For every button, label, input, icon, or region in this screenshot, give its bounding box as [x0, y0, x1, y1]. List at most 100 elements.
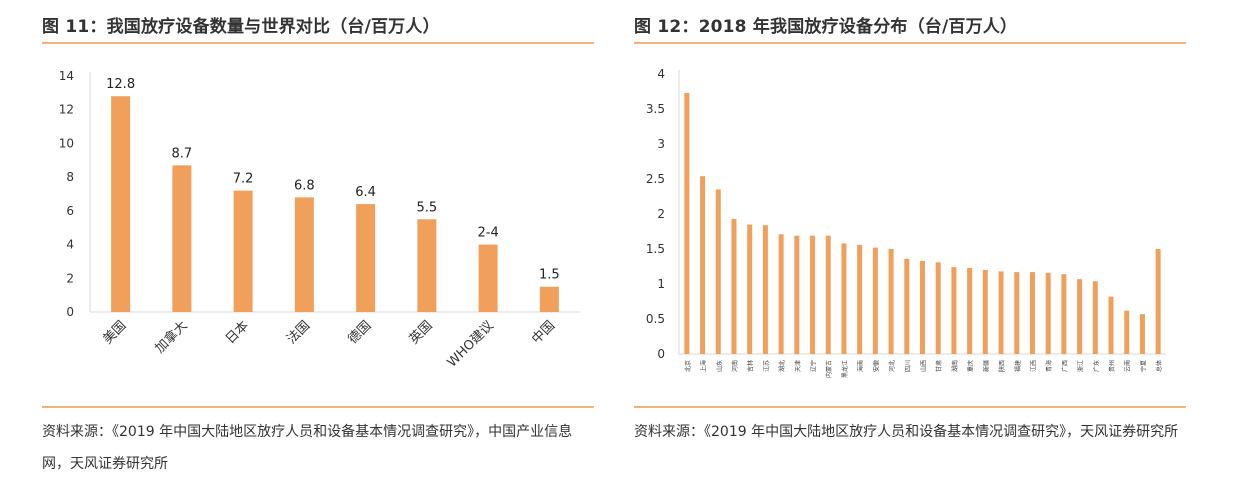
x-tick-label: 海南 — [857, 360, 865, 372]
data-label: 6.8 — [294, 178, 315, 193]
source-rule-left — [42, 406, 594, 408]
title-rule-left — [42, 42, 594, 44]
y-tick-label: 0 — [66, 305, 74, 319]
bar — [857, 244, 863, 354]
bar — [747, 224, 753, 354]
title-rule-right — [634, 42, 1186, 44]
x-tick-label: 贵州 — [1108, 360, 1116, 372]
x-tick-label: 甘肃 — [935, 360, 943, 372]
x-tick-label: 河北 — [888, 360, 896, 372]
x-tick-label: 四川 — [905, 360, 912, 372]
bar — [539, 286, 559, 312]
bar — [951, 267, 957, 354]
x-tick-label: 英国 — [407, 318, 436, 347]
bar — [1061, 274, 1067, 354]
bar — [356, 204, 376, 312]
data-label: 5.5 — [417, 200, 438, 215]
bar — [172, 165, 192, 312]
data-label: 12.8 — [106, 77, 135, 92]
y-tick-label: 1.5 — [646, 242, 665, 256]
x-tick-label: 美国 — [100, 318, 129, 347]
data-label: 1.5 — [539, 268, 560, 283]
bar-chart-right: 0 0.5 1 1.5 2 2.5 3 3.5 4 北京 上海 山东 河南 吉林 江苏 湖北 天津 辽宁 内蒙古 黑龙… — [646, 67, 1166, 378]
x-tick-label: 新疆 — [982, 360, 990, 372]
bar — [417, 219, 437, 312]
bar — [1124, 310, 1130, 354]
bar — [872, 247, 878, 354]
bar — [810, 235, 816, 354]
x-tick-label: 法国 — [284, 318, 313, 347]
bar — [1139, 314, 1145, 354]
bar — [904, 258, 910, 354]
source-rule-right — [634, 406, 1186, 408]
bar — [1045, 272, 1051, 354]
bar — [778, 234, 784, 354]
bar — [111, 96, 131, 312]
y-tick-label: 0 — [657, 347, 665, 361]
bar — [731, 218, 737, 354]
source-note-right: 资料来源：《2019 年中国大陆地区放疗人员和设备基本情况调查研究》，天风证券研… — [634, 424, 1179, 440]
bar — [825, 235, 831, 354]
bar — [478, 244, 498, 312]
bar — [1092, 281, 1098, 354]
bar — [294, 197, 314, 312]
bar — [233, 190, 253, 312]
x-tick-label: 陕西 — [998, 360, 1006, 372]
x-tick-label: 江西 — [1030, 360, 1037, 372]
x-tick-label: 重庆 — [967, 360, 975, 372]
x-tick-label: 云南 — [1124, 360, 1132, 372]
x-tick-label: 青海 — [1045, 360, 1053, 372]
y-tick-label: 0.5 — [646, 312, 665, 326]
y-tick-label: 6 — [66, 204, 74, 218]
bar — [794, 235, 800, 354]
bar — [1077, 279, 1083, 354]
bar — [841, 243, 847, 354]
x-tick-label: 福建 — [1014, 360, 1022, 372]
chart-title-right: 图 12：2018 年我国放疗设备分布（台/百万人） — [634, 17, 1018, 37]
x-tick-label: WHO建议 — [445, 318, 497, 370]
x-tick-label: 总体 — [1155, 360, 1163, 372]
chart-title-left: 图 11：我国放疗设备数量与世界对比（台/百万人） — [42, 17, 440, 37]
bar-chart-left: 0 2 4 6 8 10 12 14 12.8 美国 8.7 加拿大 7.2 日本 6.8 法国 6.4 德国 5.… — [59, 69, 580, 370]
bar — [715, 189, 721, 354]
bar — [1108, 296, 1114, 354]
x-tick-label: 山东 — [715, 360, 723, 372]
y-tick-label: 4 — [66, 238, 74, 252]
data-label: 2-4 — [478, 226, 499, 241]
x-tick-label: 宁夏 — [1139, 360, 1147, 372]
x-tick-label: 上海 — [700, 360, 708, 372]
x-tick-label: 湖南 — [951, 360, 959, 372]
y-tick-label: 10 — [59, 136, 74, 150]
x-tick-label: 中国 — [529, 318, 558, 347]
x-tick-label: 湖北 — [778, 360, 786, 372]
source-note-left: 资料来源：《2019 年中国大陆地区放疗人员和设备基本情况调查研究》，中国产业信… — [42, 424, 573, 472]
x-tick-label: 广西 — [1061, 360, 1069, 372]
bar — [1014, 272, 1020, 354]
bar — [998, 271, 1004, 354]
x-tick-label: 吉林 — [747, 360, 755, 372]
bar — [762, 225, 768, 354]
bar — [1155, 249, 1161, 354]
y-tick-label: 8 — [66, 170, 74, 184]
bar — [967, 267, 973, 354]
data-label: 7.2 — [233, 172, 254, 187]
data-label: 6.4 — [355, 185, 376, 200]
bar — [982, 270, 988, 354]
x-tick-label: 黑龙江 — [841, 360, 849, 378]
bar — [920, 260, 925, 354]
x-tick-label: 江苏 — [762, 360, 770, 372]
bar — [700, 176, 706, 354]
y-tick-label: 2 — [657, 207, 665, 221]
x-tick-label: 加拿大 — [152, 318, 191, 357]
y-tick-label: 3.5 — [646, 102, 665, 116]
x-tick-label: 广东 — [1092, 360, 1100, 372]
x-tick-label: 北京 — [684, 360, 692, 372]
x-tick-label: 天津 — [795, 360, 802, 372]
y-tick-label: 12 — [59, 103, 74, 117]
x-tick-label: 辽宁 — [810, 360, 818, 372]
bar — [888, 249, 894, 354]
y-tick-label: 1 — [657, 277, 665, 291]
x-tick-label: 河南 — [731, 360, 739, 372]
y-tick-label: 2 — [66, 271, 74, 285]
x-tick-label: 浙江 — [1077, 360, 1085, 372]
